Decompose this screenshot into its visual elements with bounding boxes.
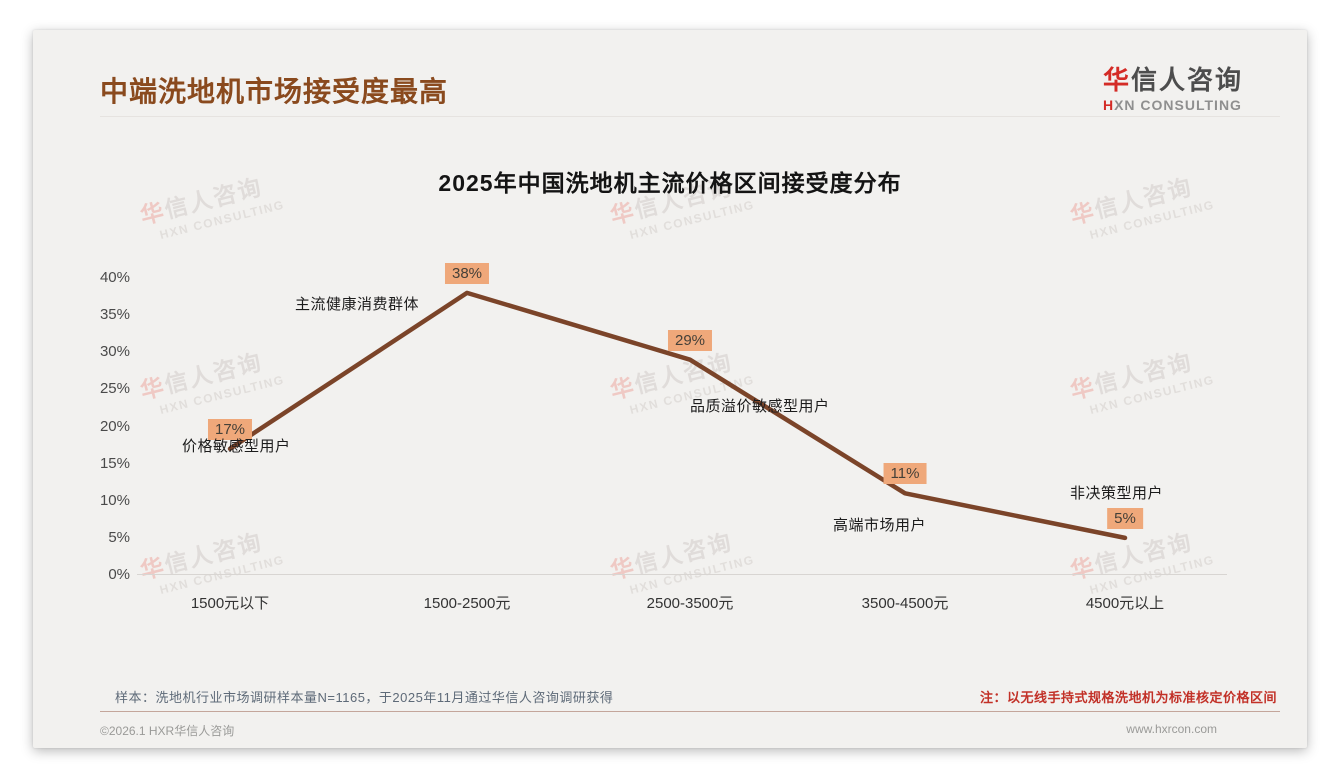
x-axis-tick-label: 1500-2500元 [423,595,511,612]
y-axis-tick-label: 10% [99,491,130,509]
y-axis-tick-label: 30% [99,343,130,361]
y-axis-tick-label: 15% [99,454,130,472]
y-axis-tick-label: 40% [99,269,130,286]
chart-title: 2025年中国洗地机主流价格区间接受度分布 [438,170,902,196]
segment-annotation: 品质溢价敏感型用户 [690,398,830,415]
header-divider [100,116,1280,117]
y-axis-tick-label: 5% [108,528,130,546]
website-url: www.hxrcon.com [1126,722,1217,736]
company-logo-cn: 华信人咨询 [1102,65,1243,95]
trend-line-svg [227,290,1128,541]
segment-annotation: 主流健康消费群体 [295,296,420,313]
copyright-text: ©2026.1 HXR华信人咨询 [100,724,235,738]
data-point-label: 29% [667,329,713,351]
x-axis-tick-label: 4500元以上 [1085,595,1165,612]
y-axis-tick-label: 35% [99,306,130,324]
data-point-label: 38% [444,262,490,284]
segment-annotation: 非决策型用户 [1070,485,1164,502]
footnote-divider [100,711,1280,712]
x-axis-tick-label: 2500-3500元 [646,595,734,612]
acceptance-trend-line [227,290,1128,541]
company-logo: 华信人咨询 HXN CONSULTING [1103,60,1243,113]
line-chart: 40% 35% 30% 25% 20% 15% 10% 5% 0% 1500元以下 1500-250… [33,30,1307,748]
segment-annotation: 价格敏感型用户 [182,438,291,455]
x-axis-tick-label: 3500-4500元 [861,595,949,612]
x-axis-line [137,574,1227,575]
data-point-label: 5% [1107,507,1143,529]
y-axis-tick-label: 20% [99,417,130,435]
x-axis-tick-label: 1500元以下 [190,595,270,612]
company-logo-en: HXN CONSULTING [1102,97,1242,113]
y-axis-tick-label: 25% [99,380,130,398]
segment-annotation: 高端市场用户 [833,517,927,534]
page-title: 中端洗地机市场接受度最高 [100,76,449,107]
price-standard-note: 注：以无线手持式规格洗地机为标准核定价格区间 [979,690,1277,705]
data-point-label: 17% [207,418,253,440]
report-slide: 华信人咨询 HXN CONSULTING 华信人咨询 HXN CONSULTING 华信… [33,30,1307,748]
data-point-label: 11% [883,463,927,485]
sample-note: 样本：洗地机行业市场调研样本量N=1165，于2025年11月通过华信人咨询调研… [115,690,614,705]
y-axis-tick-label: 0% [108,566,130,583]
